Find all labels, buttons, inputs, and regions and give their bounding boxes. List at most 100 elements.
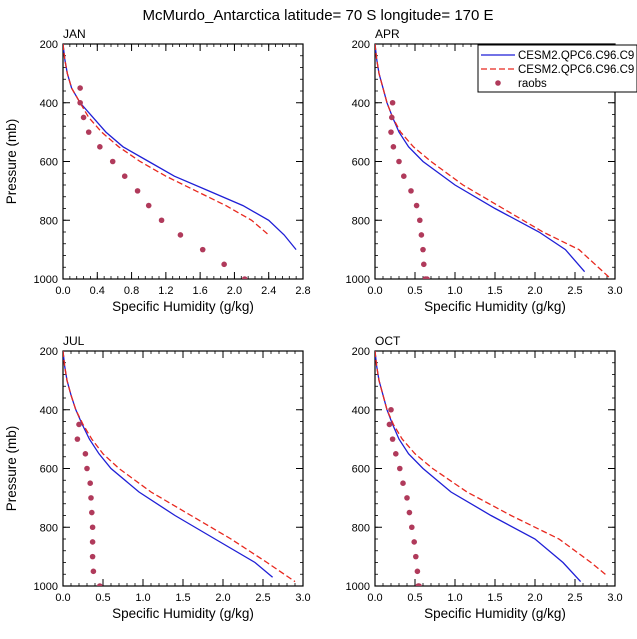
raobs-point xyxy=(404,495,410,501)
raobs-point xyxy=(121,173,128,179)
raobs-point xyxy=(421,261,427,268)
x-tick-label: 1.5 xyxy=(175,592,190,604)
raobs-point xyxy=(418,232,425,238)
x-tick-label: 2.5 xyxy=(567,285,582,297)
raobs-point xyxy=(84,465,90,472)
x-tick-label: 0.4 xyxy=(90,285,105,297)
legend-entry: raobs xyxy=(518,78,547,90)
raobs-point xyxy=(411,539,418,545)
raobs-point xyxy=(393,451,399,457)
plot-frame xyxy=(374,43,616,280)
panel-jul: 0.0 0.5 1.0 1.5 2.0 2.5 3.0 200 400 600 800 1000 JUL… xyxy=(4,334,311,621)
panel-label: JUL xyxy=(63,334,85,348)
legend-swatch xyxy=(495,80,501,86)
raobs-point xyxy=(82,451,89,457)
raobs-point xyxy=(413,553,419,560)
raobs-point xyxy=(87,480,93,486)
raobs-point xyxy=(177,232,184,238)
legend: CESM2.QPC6.C96.C9 CESM2.QPC6.C96.C9 raobs xyxy=(477,44,637,93)
raobs-point xyxy=(77,99,83,106)
raobs-point xyxy=(409,524,415,531)
y-tick-label: 400 xyxy=(40,98,58,110)
raobs-point xyxy=(77,85,83,91)
raobs-point xyxy=(76,421,82,428)
series-line-2 xyxy=(375,351,608,577)
x-tick-label: 3.0 xyxy=(607,285,622,297)
raobs-point xyxy=(199,246,206,253)
raobs-point xyxy=(74,436,81,442)
raobs-point xyxy=(89,539,96,545)
y-tick-label: 800 xyxy=(352,522,370,534)
series-line-2 xyxy=(375,44,612,279)
x-axis-label: Specific Humidity (g/kg) xyxy=(112,299,254,314)
y-tick-label: 200 xyxy=(352,346,370,358)
x-tick-label: 0.5 xyxy=(95,592,110,604)
y-tick-label: 600 xyxy=(40,464,58,476)
raobs-point xyxy=(221,261,227,268)
panels: 0.0 0.4 0.8 1.2 1.6 2.0 2.4 2.8 200 400 600 800 1000… xyxy=(4,27,637,621)
raobs-point xyxy=(388,406,394,413)
x-tick-label: 3.0 xyxy=(607,592,622,604)
y-tick-label: 800 xyxy=(40,215,58,227)
panel-label: APR xyxy=(375,27,400,41)
raobs-point xyxy=(386,421,393,428)
x-axis-label: Specific Humidity (g/kg) xyxy=(112,606,254,621)
raobs-point xyxy=(388,129,394,135)
raobs-point xyxy=(97,144,103,150)
x-tick-label: 1.5 xyxy=(487,592,502,604)
x-tick-label: 0.0 xyxy=(55,592,70,604)
x-tick-label: 2.0 xyxy=(227,285,242,297)
x-tick-label: 2.0 xyxy=(527,285,542,297)
y-axis-label: Pressure (mb) xyxy=(4,426,19,512)
raobs-point xyxy=(89,524,96,531)
y-tick-label: 400 xyxy=(352,405,370,417)
raobs-point xyxy=(85,129,92,135)
panel-oct: 0.0 0.5 1.0 1.5 2.0 2.5 3.0 200 400 600 800 1000 OCT… xyxy=(346,334,623,621)
x-axis-label: Specific Humidity (g/kg) xyxy=(424,299,566,314)
raobs-point xyxy=(417,217,423,224)
plot-frame xyxy=(62,350,304,587)
y-axis-label: Pressure (mb) xyxy=(4,119,19,205)
legend-entry: CESM2.QPC6.C96.C9 xyxy=(518,64,634,76)
raobs-point xyxy=(406,509,413,516)
panel-jan: 0.0 0.4 0.8 1.2 1.6 2.0 2.4 2.8 200 400 600 800 1000… xyxy=(4,27,311,314)
raobs-point xyxy=(80,114,87,121)
raobs-point xyxy=(109,158,116,165)
y-tick-label: 600 xyxy=(352,157,370,169)
y-tick-label: 1000 xyxy=(34,581,58,593)
y-tick-label: 600 xyxy=(40,157,58,169)
y-tick-label: 800 xyxy=(40,522,58,534)
x-tick-label: 2.5 xyxy=(255,592,270,604)
panel-apr: 0.0 0.5 1.0 1.5 2.0 2.5 3.0 200 400 600 800 1000 APR… xyxy=(346,27,623,314)
raobs-point xyxy=(89,509,95,516)
y-tick-label: 1000 xyxy=(346,274,370,286)
x-tick-label: 2.0 xyxy=(527,592,542,604)
series-line-1 xyxy=(375,351,582,583)
series-group xyxy=(63,351,296,586)
x-tick-label: 0.8 xyxy=(124,285,139,297)
series-group xyxy=(63,44,297,279)
figure-title: McMurdo_Antarctica latitude= 70 S longit… xyxy=(142,7,493,24)
raobs-point xyxy=(414,568,421,575)
raobs-point xyxy=(420,246,426,253)
x-axis-label: Specific Humidity (g/kg) xyxy=(424,606,566,621)
raobs-point xyxy=(390,144,397,150)
y-tick-label: 200 xyxy=(352,39,370,51)
raobs-point xyxy=(424,276,430,279)
x-tick-label: 1.0 xyxy=(135,592,150,604)
plot-frame xyxy=(62,43,304,280)
raobs-point xyxy=(241,276,248,279)
raobs-point xyxy=(158,217,165,224)
x-tick-label: 1.5 xyxy=(487,285,502,297)
x-tick-label: 2.0 xyxy=(215,592,230,604)
x-tick-label: 2.8 xyxy=(295,285,310,297)
raobs-point xyxy=(400,480,406,486)
raobs-point xyxy=(97,583,103,586)
raobs-point xyxy=(389,114,395,121)
y-tick-label: 400 xyxy=(40,405,58,417)
panel-label: JAN xyxy=(63,27,86,41)
raobs-point xyxy=(88,495,94,501)
x-tick-label: 1.0 xyxy=(447,592,462,604)
raobs-point xyxy=(408,188,414,194)
